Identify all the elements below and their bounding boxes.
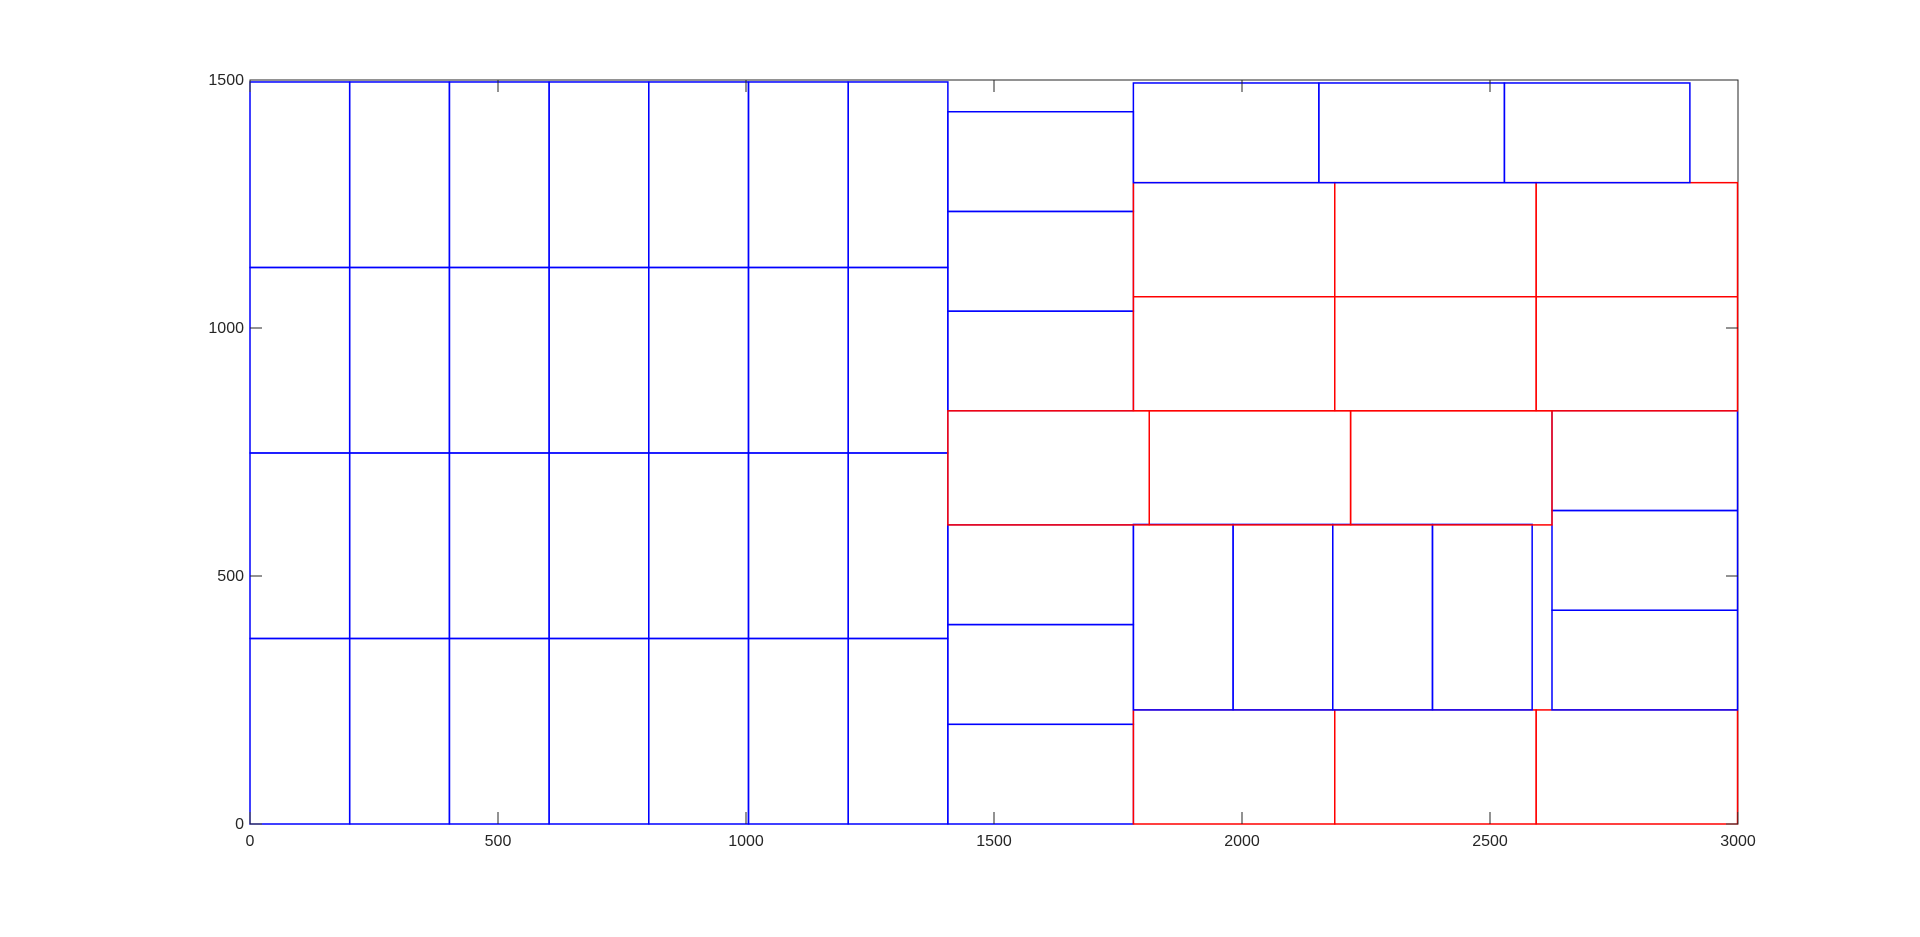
x-tick-label: 2000 (1224, 833, 1260, 850)
x-tick-label: 0 (246, 833, 255, 850)
ticks-layer: 0 500 1000 1500 2000 2500 3000 0 500 1000 1500 (208, 72, 1755, 850)
x-tick-label: 1000 (728, 833, 764, 850)
rectangles-layer (249, 81, 1739, 825)
y-tick-label: 1000 (208, 320, 244, 337)
axes: 0 500 1000 1500 2000 2500 3000 0 500 1000 1500 (208, 72, 1755, 850)
x-tick-label: 500 (485, 833, 512, 850)
x-tick-label: 2500 (1472, 833, 1508, 850)
y-tick-label: 500 (217, 568, 244, 585)
x-tick-label: 3000 (1720, 833, 1756, 850)
y-tick-label: 1500 (208, 72, 244, 89)
y-tick-label: 0 (235, 816, 244, 833)
packed-rectangle-56-blue (1503, 82, 1691, 184)
x-tick-label: 1500 (976, 833, 1012, 850)
